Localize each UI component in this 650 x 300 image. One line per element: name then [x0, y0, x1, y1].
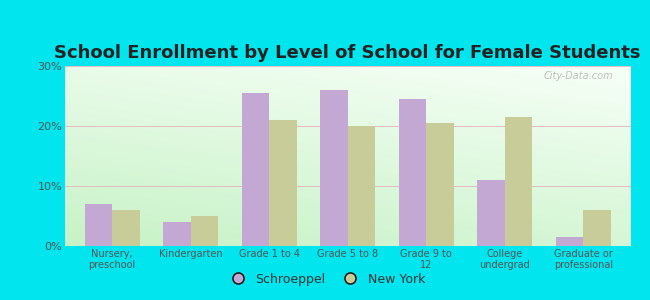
- Bar: [348, 126, 375, 246]
- Bar: [584, 210, 611, 246]
- Bar: [399, 99, 426, 246]
- Bar: [112, 210, 140, 246]
- Bar: [556, 237, 584, 246]
- Title: School Enrollment by Level of School for Female Students: School Enrollment by Level of School for…: [55, 44, 641, 62]
- Bar: [477, 180, 505, 246]
- Bar: [426, 123, 454, 246]
- Bar: [163, 222, 190, 246]
- Bar: [505, 117, 532, 246]
- Legend: Schroeppel, New York: Schroeppel, New York: [220, 268, 430, 291]
- Bar: [84, 204, 112, 246]
- Bar: [190, 216, 218, 246]
- Bar: [242, 93, 269, 246]
- Text: City-Data.com: City-Data.com: [544, 71, 614, 81]
- Bar: [320, 90, 348, 246]
- Bar: [269, 120, 296, 246]
